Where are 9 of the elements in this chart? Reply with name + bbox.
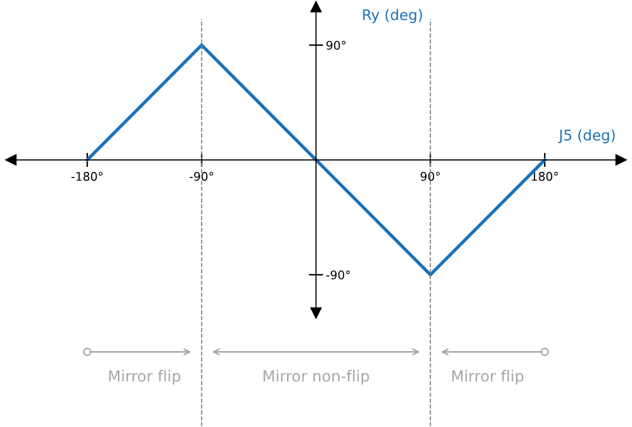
x-axis-title: J5 (deg)	[558, 129, 615, 144]
text: Mirror non-flip	[264, 370, 369, 385]
text: Mirror flip	[109, 370, 180, 385]
x-tick-label: 90°	[420, 172, 440, 181]
text: Mirror flip	[452, 370, 524, 385]
x-tick-label: -90°	[190, 172, 214, 181]
y-axis-title: Ry (deg)	[363, 8, 422, 24]
x-tick-label: 180°	[532, 172, 558, 181]
x-tick-label: -180°	[71, 172, 102, 181]
